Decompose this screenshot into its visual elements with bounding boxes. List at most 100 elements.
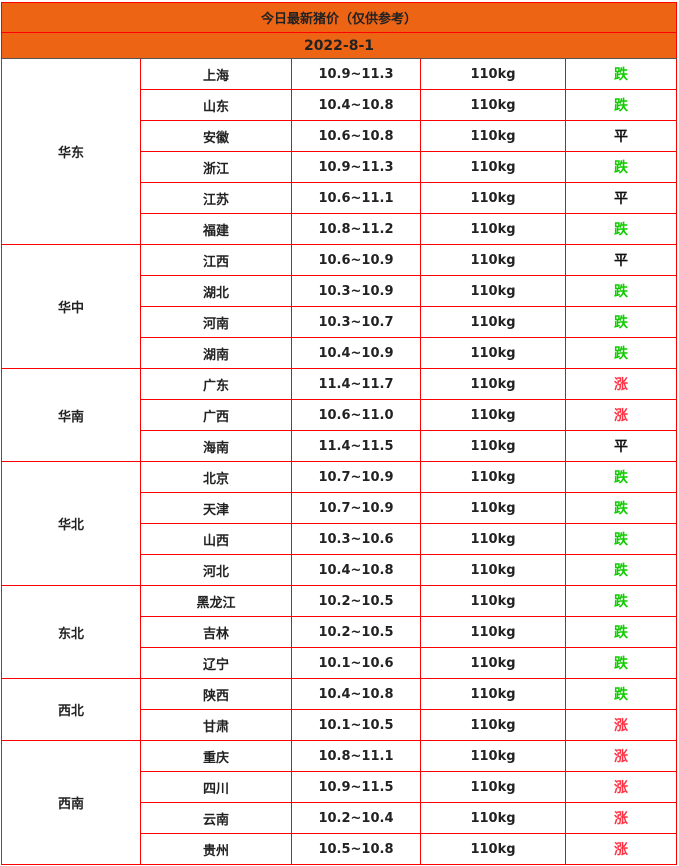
province-cell: 安徽 [140,120,292,152]
price-range-cell: 10.7~10.9 [291,461,421,493]
province-cell: 山东 [140,89,292,121]
province-cell: 浙江 [140,151,292,183]
price-range-cell: 10.3~10.6 [291,523,421,555]
weight-cell: 110kg [420,554,566,586]
price-range-cell: 10.6~10.9 [291,244,421,276]
table-row: 甘肃 10.1~10.5 110kg 涨 [2,709,677,741]
table-row: 天津 10.7~10.9 110kg 跌 [2,492,677,524]
weight-cell: 110kg [420,151,566,183]
price-range-cell: 10.2~10.4 [291,802,421,834]
trend-cell: 跌 [565,58,677,90]
table-row: 华东 上海 10.9~11.3 110kg 跌 [1,58,677,245]
weight-cell: 110kg [420,647,566,679]
region-cell: 华南 [1,368,141,462]
region-cell: 华中 [1,244,141,369]
trend-cell: 平 [565,430,677,462]
table-row: 河北 10.4~10.8 110kg 跌 [2,554,677,586]
trend-cell: 跌 [565,616,677,648]
table-row: 河南 10.3~10.7 110kg 跌 [2,306,677,338]
province-cell: 天津 [140,492,292,524]
trend-cell: 涨 [565,771,677,803]
trend-cell: 涨 [565,833,677,865]
province-cell: 河北 [140,554,292,586]
province-cell: 上海 [140,58,292,90]
weight-cell: 110kg [420,182,566,214]
price-range-cell: 10.9~11.3 [291,151,421,183]
trend-cell: 涨 [565,740,677,772]
trend-cell: 跌 [565,554,677,586]
region-cell: 西南 [1,740,141,865]
trend-cell: 跌 [565,678,677,710]
weight-cell: 110kg [420,89,566,121]
price-range-cell: 10.3~10.9 [291,275,421,307]
table-row: 浙江 10.9~11.3 110kg 跌 [2,151,677,183]
region-cell: 西北 [1,678,141,741]
trend-cell: 跌 [565,523,677,555]
province-cell: 重庆 [140,740,292,772]
trend-cell: 平 [565,244,677,276]
province-cell: 吉林 [140,616,292,648]
price-range-cell: 10.6~11.0 [291,399,421,431]
trend-cell: 平 [565,182,677,214]
trend-cell: 跌 [565,585,677,617]
table-row: 辽宁 10.1~10.6 110kg 跌 [2,647,677,679]
table-title: 今日最新猪价（仅供参考） [1,2,677,33]
table-row: 西南 重庆 10.8~11.1 110kg 涨 [1,740,677,865]
price-range-cell: 11.4~11.7 [291,368,421,400]
price-range-cell: 10.1~10.5 [291,709,421,741]
price-range-cell: 10.4~10.9 [291,337,421,369]
weight-cell: 110kg [420,771,566,803]
price-range-cell: 10.4~10.8 [291,554,421,586]
weight-cell: 110kg [420,213,566,245]
price-range-cell: 11.4~11.5 [291,430,421,462]
price-range-cell: 10.4~10.8 [291,89,421,121]
province-cell: 北京 [140,461,292,493]
trend-cell: 跌 [565,213,677,245]
province-cell: 广东 [140,368,292,400]
price-range-cell: 10.2~10.5 [291,616,421,648]
trend-cell: 跌 [565,492,677,524]
weight-cell: 110kg [420,306,566,338]
weight-cell: 110kg [420,585,566,617]
region-cell: 华北 [1,461,141,586]
price-range-cell: 10.9~11.5 [291,771,421,803]
trend-cell: 跌 [565,337,677,369]
province-cell: 贵州 [140,833,292,865]
price-range-cell: 10.8~11.1 [291,740,421,772]
trend-cell: 平 [565,120,677,152]
table-row: 江苏 10.6~11.1 110kg 平 [2,182,677,214]
weight-cell: 110kg [420,337,566,369]
price-range-cell: 10.6~11.1 [291,182,421,214]
weight-cell: 110kg [420,678,566,710]
province-cell: 云南 [140,802,292,834]
trend-cell: 跌 [565,275,677,307]
weight-cell: 110kg [420,399,566,431]
weight-cell: 110kg [420,58,566,90]
province-cell: 四川 [140,771,292,803]
table-row: 华中 江西 10.6~10.9 110kg 平 [1,244,677,369]
province-cell: 陕西 [140,678,292,710]
weight-cell: 110kg [420,120,566,152]
price-range-cell: 10.7~10.9 [291,492,421,524]
price-range-cell: 10.8~11.2 [291,213,421,245]
table-row: 西北 陕西 10.4~10.8 110kg 跌 [1,678,677,741]
province-cell: 辽宁 [140,647,292,679]
trend-cell: 跌 [565,89,677,121]
trend-cell: 跌 [565,461,677,493]
province-cell: 河南 [140,306,292,338]
province-cell: 福建 [140,213,292,245]
weight-cell: 110kg [420,616,566,648]
price-range-cell: 10.9~11.3 [291,58,421,90]
province-cell: 江苏 [140,182,292,214]
weight-cell: 110kg [420,833,566,865]
weight-cell: 110kg [420,523,566,555]
price-range-cell: 10.5~10.8 [291,833,421,865]
province-cell: 甘肃 [140,709,292,741]
table-row: 华南 广东 11.4~11.7 110kg 涨 [1,368,677,462]
trend-cell: 涨 [565,802,677,834]
price-range-cell: 10.1~10.6 [291,647,421,679]
table-row: 山西 10.3~10.6 110kg 跌 [2,523,677,555]
price-range-cell: 10.4~10.8 [291,678,421,710]
province-cell: 湖南 [140,337,292,369]
